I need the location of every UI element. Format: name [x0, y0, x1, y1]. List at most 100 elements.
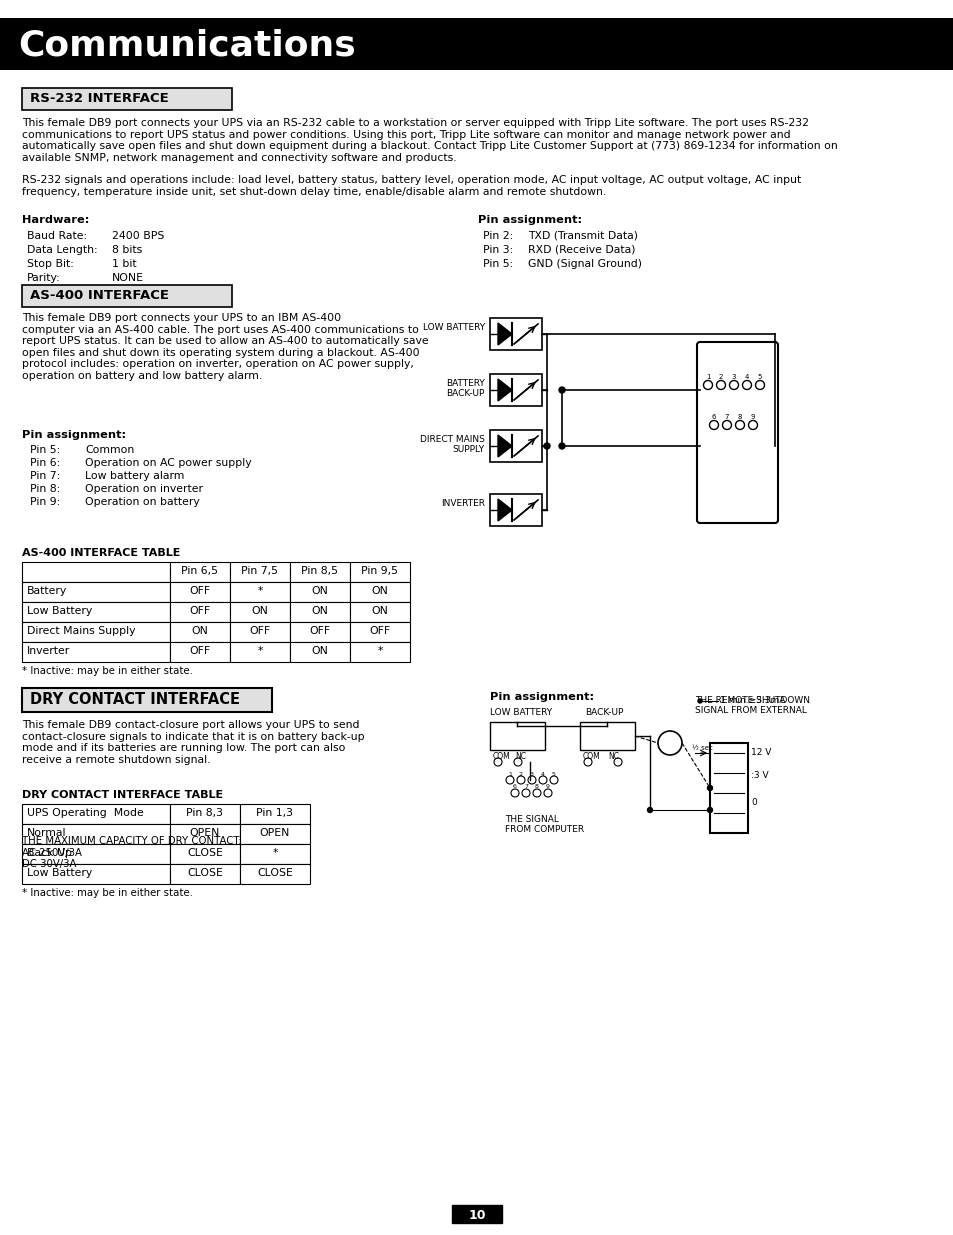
- Text: 1 bit: 1 bit: [112, 259, 136, 269]
- Bar: [350, 562, 410, 582]
- Bar: [490, 430, 541, 462]
- Polygon shape: [497, 324, 512, 345]
- Circle shape: [735, 420, 743, 430]
- Text: Pin 5:: Pin 5:: [482, 259, 513, 269]
- Bar: [170, 642, 230, 662]
- Bar: [170, 562, 230, 582]
- Text: Pin 6:: Pin 6:: [30, 458, 60, 468]
- Text: CLOSE: CLOSE: [187, 848, 223, 858]
- Text: *: *: [257, 585, 262, 597]
- Text: RS-232 INTERFACE: RS-232 INTERFACE: [30, 91, 169, 105]
- Text: Pin assignment:: Pin assignment:: [477, 215, 581, 225]
- Bar: [230, 601, 290, 622]
- Text: Common: Common: [85, 445, 134, 454]
- Text: 2: 2: [518, 772, 522, 777]
- Bar: [22, 562, 170, 582]
- Bar: [490, 722, 544, 750]
- Text: TXD (Transmit Data): TXD (Transmit Data): [527, 231, 638, 241]
- Bar: [230, 622, 290, 642]
- Text: This female DB9 port connects your UPS via an RS-232 cable to a workstation or s: This female DB9 port connects your UPS v…: [22, 119, 837, 163]
- Text: OFF: OFF: [249, 626, 271, 636]
- Bar: [22, 88, 232, 110]
- Text: 12 V: 12 V: [750, 748, 771, 757]
- Text: *: *: [377, 646, 382, 656]
- Text: *: *: [272, 848, 277, 858]
- Text: Pin 9,5: Pin 9,5: [361, 566, 398, 576]
- Bar: [452, 1205, 501, 1223]
- Bar: [22, 804, 170, 824]
- Text: Battery: Battery: [27, 585, 67, 597]
- Bar: [0, 19, 953, 70]
- Text: Pin 8,5: Pin 8,5: [301, 566, 338, 576]
- Text: Communications: Communications: [18, 28, 355, 62]
- Text: OPEN: OPEN: [190, 827, 220, 839]
- Bar: [350, 582, 410, 601]
- Circle shape: [716, 380, 724, 389]
- Text: GND (Signal Ground): GND (Signal Ground): [527, 259, 641, 269]
- Circle shape: [647, 808, 652, 813]
- Circle shape: [543, 789, 552, 797]
- Circle shape: [494, 758, 501, 766]
- Bar: [22, 864, 170, 884]
- Bar: [350, 642, 410, 662]
- Text: ON: ON: [252, 606, 268, 616]
- Circle shape: [505, 776, 514, 784]
- Text: NONE: NONE: [112, 273, 144, 283]
- Text: 9: 9: [750, 414, 755, 420]
- Text: ON: ON: [312, 606, 328, 616]
- Text: RS-232 signals and operations include: load level, battery status, battery level: RS-232 signals and operations include: l…: [22, 175, 801, 196]
- Bar: [170, 864, 240, 884]
- Circle shape: [533, 789, 540, 797]
- Text: 5: 5: [757, 374, 761, 380]
- Text: Pin 7:: Pin 7:: [30, 471, 60, 480]
- Text: THE MAXIMUM CAPACITY OF DRY CONTACT:
AC 250V/3A
DC 30V/3A: THE MAXIMUM CAPACITY OF DRY CONTACT: AC …: [22, 836, 241, 869]
- Circle shape: [748, 420, 757, 430]
- Text: Operation on inverter: Operation on inverter: [85, 484, 203, 494]
- Circle shape: [709, 420, 718, 430]
- Text: * Inactive: may be in either state.: * Inactive: may be in either state.: [22, 888, 193, 898]
- Text: AS-400 INTERFACE: AS-400 INTERFACE: [30, 289, 169, 303]
- Bar: [230, 642, 290, 662]
- Text: Parity:: Parity:: [27, 273, 61, 283]
- Text: Pin 1,3: Pin 1,3: [256, 808, 294, 818]
- Bar: [290, 582, 350, 601]
- Text: Pin 7,5: Pin 7,5: [241, 566, 278, 576]
- Text: 3: 3: [731, 374, 736, 380]
- Text: DIRECT MAINS
SUPPLY: DIRECT MAINS SUPPLY: [419, 435, 484, 454]
- Text: 1: 1: [508, 772, 512, 777]
- Text: Pin 9:: Pin 9:: [30, 496, 60, 508]
- Text: Data Length:: Data Length:: [27, 245, 97, 254]
- Bar: [490, 317, 541, 350]
- Bar: [290, 562, 350, 582]
- Circle shape: [521, 789, 530, 797]
- Text: OFF: OFF: [369, 626, 390, 636]
- Text: OFF: OFF: [190, 585, 211, 597]
- Text: Pin 3:: Pin 3:: [482, 245, 513, 254]
- Text: CLOSE: CLOSE: [187, 868, 223, 878]
- Circle shape: [658, 731, 681, 755]
- Bar: [170, 582, 230, 601]
- Polygon shape: [497, 499, 512, 521]
- Text: OFF: OFF: [309, 626, 331, 636]
- Text: :3 V: :3 V: [750, 771, 768, 781]
- Text: ON: ON: [371, 585, 388, 597]
- Text: 8: 8: [737, 414, 741, 420]
- Text: Direct Mains Supply: Direct Mains Supply: [27, 626, 135, 636]
- Circle shape: [558, 443, 564, 450]
- Text: ON: ON: [312, 646, 328, 656]
- Text: NC: NC: [607, 752, 618, 761]
- Text: * Inactive: may be in either state.: * Inactive: may be in either state.: [22, 666, 193, 676]
- Bar: [170, 601, 230, 622]
- Circle shape: [707, 808, 712, 813]
- Text: COM: COM: [582, 752, 600, 761]
- Text: 1: 1: [705, 374, 709, 380]
- Bar: [170, 824, 240, 844]
- Text: Hardware:: Hardware:: [22, 215, 90, 225]
- Text: 8 bits: 8 bits: [112, 245, 142, 254]
- Text: 4: 4: [540, 772, 544, 777]
- Text: THE SIGNAL
FROM COMPUTER: THE SIGNAL FROM COMPUTER: [504, 815, 583, 835]
- Circle shape: [538, 776, 546, 784]
- Bar: [22, 582, 170, 601]
- Text: THE REMOTE SHUTDOWN
SIGNAL FROM EXTERNAL: THE REMOTE SHUTDOWN SIGNAL FROM EXTERNAL: [695, 697, 809, 715]
- Text: ½ sec: ½ sec: [691, 745, 712, 751]
